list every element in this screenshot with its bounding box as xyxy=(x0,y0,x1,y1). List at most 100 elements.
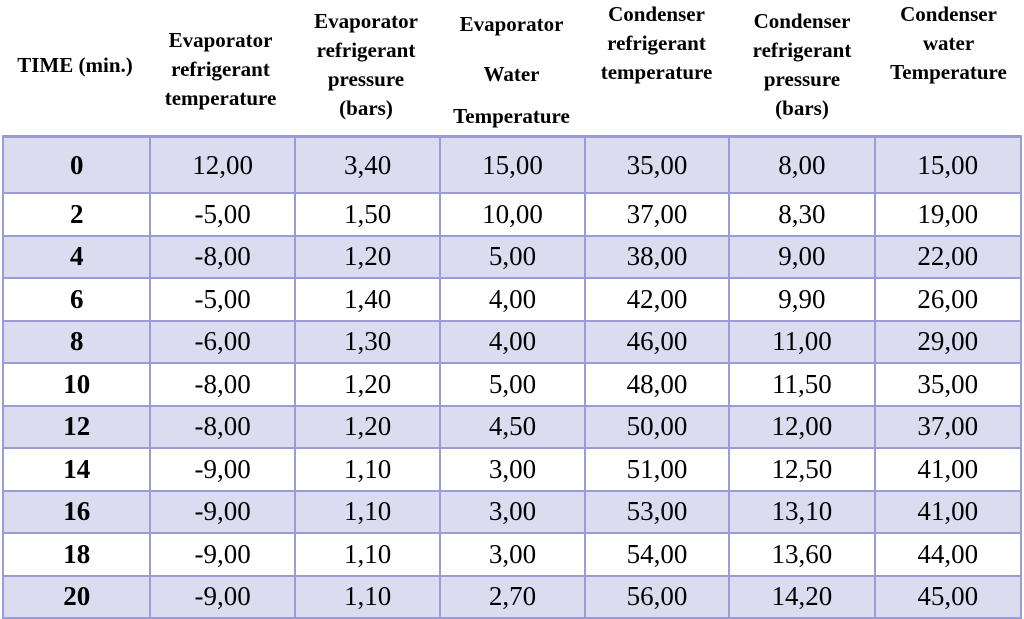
column-header-condenser-refrigerant-pressure: Condenser refrigerant pressure (bars) xyxy=(729,0,875,135)
time-cell: 6 xyxy=(69,283,84,314)
table-row: 4 -8,00 1,20 5,00 38,00 9,00 22,00 xyxy=(4,234,1020,277)
value-cell: 4,50 xyxy=(439,406,583,447)
value-cell: 3,00 xyxy=(439,449,583,490)
value-cell: 26,00 xyxy=(873,279,1020,320)
header-spacer xyxy=(453,87,570,104)
time-cell: 12 xyxy=(63,411,91,442)
header-line: Condenser xyxy=(900,2,997,26)
header-spacer xyxy=(453,37,570,62)
value-cell: 50,00 xyxy=(583,406,728,447)
value-cell: 41,00 xyxy=(873,491,1020,532)
value-cell: 46,00 xyxy=(583,321,728,362)
value-cell: -6,00 xyxy=(149,321,293,362)
value-cell: 35,00 xyxy=(873,364,1020,405)
time-cell: 0 xyxy=(69,149,84,180)
value-cell: 44,00 xyxy=(873,534,1020,575)
value-cell: 15,00 xyxy=(873,138,1020,192)
value-cell: 51,00 xyxy=(583,449,728,490)
value-cell: 45,00 xyxy=(873,576,1020,617)
header-line: (bars) xyxy=(775,95,829,120)
value-cell: 22,00 xyxy=(873,236,1020,277)
column-header-condenser-refrigerant-temperature: Condenser refrigerant temperature xyxy=(584,0,729,135)
value-cell: 19,00 xyxy=(873,194,1020,235)
table-row: 2 -5,00 1,50 10,00 37,00 8,30 19,00 xyxy=(4,192,1020,235)
time-cell: 16 xyxy=(63,496,91,527)
time-cell: 14 xyxy=(63,453,91,484)
header-line: Evaporator xyxy=(314,8,418,33)
column-header-condenser-water-temperature: Condenser water Temperature xyxy=(875,0,1022,135)
value-cell: 35,00 xyxy=(583,138,728,192)
value-cell: -5,00 xyxy=(149,279,293,320)
value-cell: 53,00 xyxy=(583,491,728,532)
value-cell: 48,00 xyxy=(583,364,728,405)
value-cell: 11,00 xyxy=(728,321,873,362)
value-cell: 13,60 xyxy=(728,534,873,575)
header-line: Condenser xyxy=(753,8,851,33)
time-cell: 18 xyxy=(63,538,91,569)
value-cell: 1,10 xyxy=(293,534,439,575)
table-row: 12 -8,00 1,20 4,50 50,00 12,00 37,00 xyxy=(4,404,1020,447)
value-cell: 9,00 xyxy=(728,236,873,277)
header-line: pressure xyxy=(327,66,405,91)
value-cell: 56,00 xyxy=(583,576,728,617)
time-cell: 8 xyxy=(69,326,84,357)
table-row: 14 -9,00 1,10 3,00 51,00 12,50 41,00 xyxy=(4,447,1020,490)
value-cell: 29,00 xyxy=(873,321,1020,362)
header-line: water xyxy=(922,31,975,55)
value-cell: 10,00 xyxy=(439,194,583,235)
value-cell: 15,00 xyxy=(439,138,583,192)
value-cell: 5,00 xyxy=(439,364,583,405)
header-line: refrigerant xyxy=(171,57,270,81)
table-header-row: TIME (min.) Evaporator refrigerant tempe… xyxy=(2,0,1022,138)
value-cell: 1,20 xyxy=(293,364,439,405)
value-cell: 11,50 xyxy=(728,364,873,405)
value-cell: 1,10 xyxy=(293,576,439,617)
value-cell: 1,20 xyxy=(293,236,439,277)
value-cell: 4,00 xyxy=(439,321,583,362)
value-cell: 1,30 xyxy=(293,321,439,362)
column-header-evaporator-refrigerant-temperature: Evaporator refrigerant temperature xyxy=(148,0,293,135)
value-cell: -8,00 xyxy=(149,406,293,447)
header-line: refrigerant xyxy=(607,31,706,55)
value-cell: 1,20 xyxy=(293,406,439,447)
header-line: temperature xyxy=(164,86,277,110)
table-row: 20 -9,00 1,10 2,70 56,00 14,20 45,00 xyxy=(4,574,1020,617)
table-body: 0 12,00 3,40 15,00 35,00 8,00 15,00 2 -5,00 1,50 1… xyxy=(2,138,1022,619)
value-cell: -9,00 xyxy=(149,534,293,575)
time-cell: 2 xyxy=(69,198,84,229)
value-cell: 3,40 xyxy=(293,138,439,192)
value-cell: 37,00 xyxy=(583,194,728,235)
column-header-evaporator-refrigerant-pressure: Evaporator refrigerant pressure (bars) xyxy=(293,0,439,135)
table-row: 6 -5,00 1,40 4,00 42,00 9,90 26,00 xyxy=(4,277,1020,320)
header-line: refrigerant xyxy=(316,37,416,62)
value-cell: 3,00 xyxy=(439,534,583,575)
value-cell: 12,50 xyxy=(728,449,873,490)
header-line: Evaporator xyxy=(168,28,273,52)
header-line: (bars) xyxy=(339,95,393,120)
table-row: 10 -8,00 1,20 5,00 48,00 11,50 35,00 xyxy=(4,362,1020,405)
value-cell: 14,20 xyxy=(728,576,873,617)
header-line: Water xyxy=(483,62,540,86)
value-cell: 8,00 xyxy=(728,138,873,192)
value-cell: 1,50 xyxy=(293,194,439,235)
value-cell: 4,00 xyxy=(439,279,583,320)
column-header-evaporator-water-temperature: Evaporator Water Temperature xyxy=(439,0,584,135)
value-cell: 8,30 xyxy=(728,194,873,235)
value-cell: 13,10 xyxy=(728,491,873,532)
value-cell: 1,40 xyxy=(293,279,439,320)
value-cell: 5,00 xyxy=(439,236,583,277)
value-cell: 41,00 xyxy=(873,449,1020,490)
header-line: pressure xyxy=(763,66,841,91)
table-row: 8 -6,00 1,30 4,00 46,00 11,00 29,00 xyxy=(4,319,1020,362)
value-cell: -5,00 xyxy=(149,194,293,235)
time-cell: 20 xyxy=(63,581,91,612)
value-cell: -9,00 xyxy=(149,449,293,490)
value-cell: 2,70 xyxy=(439,576,583,617)
value-cell: 38,00 xyxy=(583,236,728,277)
value-cell: 1,10 xyxy=(293,449,439,490)
table-row: 16 -9,00 1,10 3,00 53,00 13,10 41,00 xyxy=(4,489,1020,532)
value-cell: -8,00 xyxy=(149,236,293,277)
value-cell: 12,00 xyxy=(149,138,293,192)
value-cell: -9,00 xyxy=(149,491,293,532)
